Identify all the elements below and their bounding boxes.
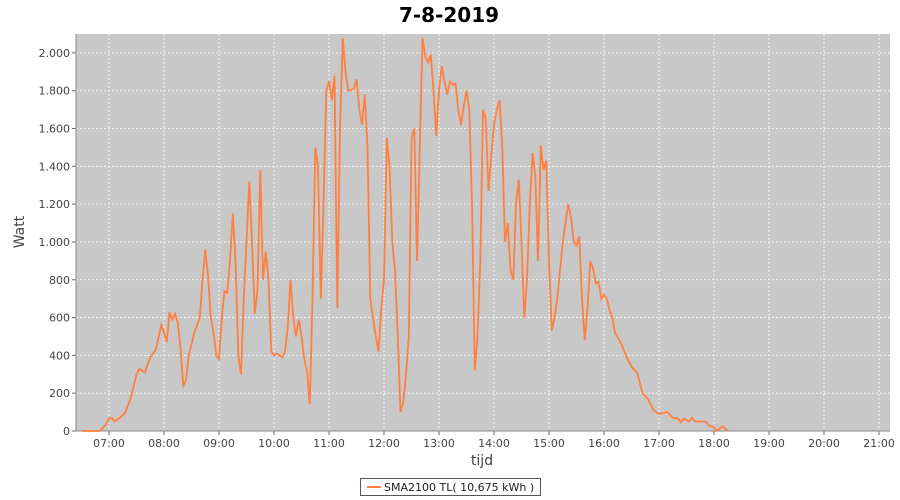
y-tick-label: 1.400	[39, 160, 71, 173]
x-tick-label: 10:00	[258, 437, 290, 450]
x-tick-label: 17:00	[643, 437, 675, 450]
x-axis-label: tijd	[471, 453, 493, 469]
y-axis-label: Watt	[12, 215, 28, 248]
tick-labels: 0 200 400 600 800 1.000 1.200 1.400 1.600 1.800 2.…	[39, 47, 895, 450]
x-tick-label: 08:00	[148, 437, 180, 450]
legend-swatch	[367, 486, 381, 488]
y-tick-label: 600	[49, 312, 70, 325]
y-tick-label: 0	[63, 425, 70, 438]
y-tick-label: 2.000	[39, 47, 71, 60]
x-tick-label: 09:00	[203, 437, 235, 450]
y-tick-label: 200	[49, 387, 70, 400]
series-line	[81, 37, 729, 433]
x-tick-label: 20:00	[808, 437, 840, 450]
x-tick-label: 21:00	[863, 437, 895, 450]
chart-title: 7-8-2019	[399, 3, 499, 27]
axes	[72, 34, 890, 435]
x-tick-label: 11:00	[313, 437, 345, 450]
legend: SMA2100 TL( 10,675 kWh )	[360, 478, 542, 496]
x-tick-label: 18:00	[698, 437, 730, 450]
legend-label: SMA2100 TL( 10,675 kWh )	[384, 480, 535, 494]
x-tick-label: 16:00	[588, 437, 620, 450]
y-tick-label: 1.200	[39, 198, 71, 211]
x-tick-label: 07:00	[93, 437, 125, 450]
x-tick-label: 19:00	[753, 437, 785, 450]
y-tick-label: 400	[49, 349, 70, 362]
y-tick-label: 1.800	[39, 85, 71, 98]
plot-area	[76, 34, 890, 431]
y-tick-label: 1.000	[39, 236, 71, 249]
x-tick-label: 15:00	[533, 437, 565, 450]
x-tick-label: 13:00	[423, 437, 455, 450]
x-tick-label: 12:00	[368, 437, 400, 450]
x-tick-label: 14:00	[478, 437, 510, 450]
y-tick-label: 1.600	[39, 123, 71, 136]
y-tick-label: 800	[49, 274, 70, 287]
